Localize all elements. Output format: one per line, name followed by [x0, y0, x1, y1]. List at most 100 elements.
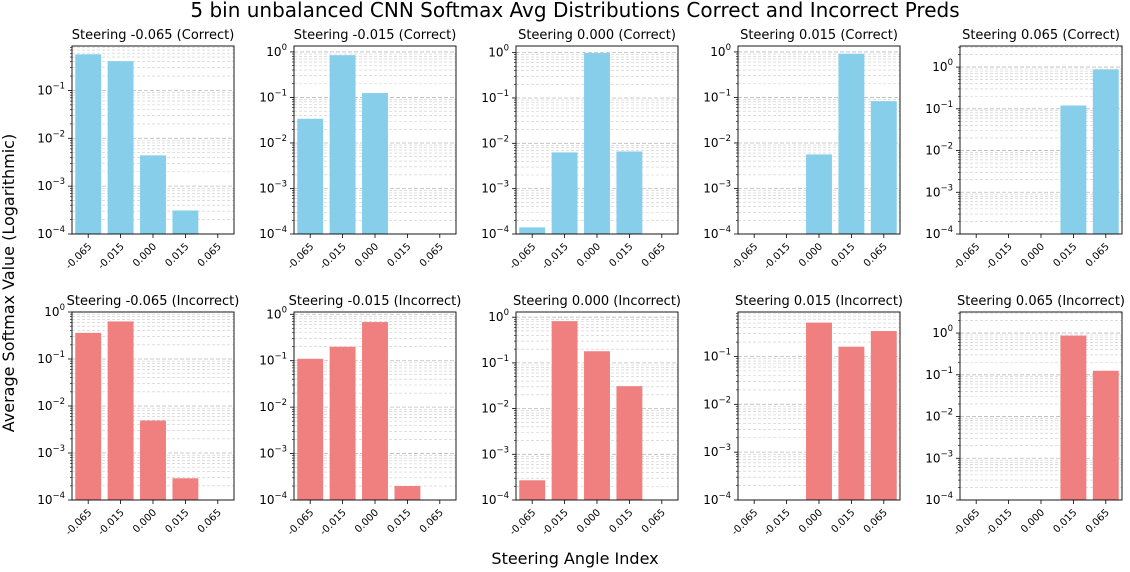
y-tick-label: 10−2	[481, 400, 509, 416]
x-tick-label: 0.000	[797, 507, 825, 535]
y-tick-label: 10−1	[481, 354, 509, 370]
x-tick-label: -0.015	[984, 241, 1015, 272]
axes-frame	[293, 45, 457, 235]
x-axis: -0.065 -0.015 0.000 0.015 0.065	[64, 500, 224, 538]
y-tick-label: 10−2	[37, 397, 65, 413]
axes-frame	[515, 45, 679, 235]
x-tick-label: 0.065	[196, 507, 224, 535]
bar--0.065	[75, 54, 102, 234]
x-tick-label: 0.000	[131, 507, 159, 535]
bar--0.065	[75, 332, 102, 500]
panels: 10−410−310−210−1-0.065 -0.015 0.000 0.015 0.…	[37, 28, 1125, 538]
axes-frame	[515, 311, 679, 501]
x-tick-label: 0.065	[1084, 241, 1112, 269]
subplot-title: Steering 0.015 (Incorrect)	[735, 294, 903, 309]
y-tick-label: 10−1	[925, 100, 953, 116]
y-axis: 10−4 10−3 10−2 10−1 100	[37, 303, 72, 507]
bar--0.015	[107, 321, 134, 500]
y-tick-label: 10−2	[925, 142, 953, 158]
bar--0.065	[519, 480, 546, 500]
x-tick-label: -0.015	[96, 241, 127, 272]
y-tick-label: 10−4	[37, 225, 65, 241]
y-tick-label: 10−1	[925, 366, 953, 382]
y-axis: 10−4 10−3 10−2 10−1 100	[259, 43, 294, 241]
y-tick-label: 10−3	[703, 179, 731, 195]
y-tick-label: 10−4	[925, 491, 953, 507]
bar-0.015	[616, 151, 643, 234]
x-tick-label: 0.000	[575, 507, 603, 535]
x-tick-label: 0.000	[1019, 507, 1047, 535]
subplot-10: 10−4 10−3 10−2 10−1 100 -0.065 -0.015 0.000 0.01…	[925, 294, 1125, 538]
x-tick-label: 0.065	[640, 241, 668, 269]
x-tick-label: 0.000	[353, 507, 381, 535]
subplot-title: Steering 0.065 (Correct)	[962, 28, 1120, 43]
bar-0.000	[140, 155, 166, 234]
y-tick-label: 10−2	[703, 395, 731, 411]
x-tick-label: 0.065	[196, 241, 224, 269]
y-tick-label: 10−2	[925, 408, 953, 424]
subplot-title: Steering -0.065 (Incorrect)	[67, 294, 240, 309]
bar-0.000	[806, 154, 832, 234]
x-tick-label: -0.015	[318, 241, 349, 272]
bar--0.065	[519, 227, 546, 234]
y-tick-label: 10−1	[37, 81, 65, 97]
bar-0.015	[394, 486, 421, 500]
x-tick-label: -0.065	[64, 241, 95, 272]
bar-0.065	[1092, 69, 1119, 234]
axes-frame	[737, 311, 901, 501]
y-tick-label: 10−3	[481, 180, 509, 196]
bar-0.065	[870, 331, 897, 500]
bars	[1060, 69, 1119, 234]
x-tick-label: 0.065	[418, 241, 446, 269]
subplot-6: 10−4 10−3 10−2 10−1 100 -0.065 -0.015 0.000 0.01…	[37, 294, 239, 538]
y-tick-label: 10−2	[259, 398, 287, 414]
axes-frame	[71, 45, 235, 235]
y-axis: 10−4 10−3 10−2 10−1 100	[703, 43, 738, 241]
x-tick-label: 0.000	[353, 241, 381, 269]
x-tick-label: 0.065	[418, 507, 446, 535]
y-tick-label: 10−1	[481, 89, 509, 105]
x-axis: -0.065 -0.015 0.000 0.015 0.065	[952, 500, 1112, 538]
y-tick-label: 10−3	[259, 179, 287, 195]
y-tick-label: 10−4	[481, 225, 509, 241]
bar-0.015	[172, 210, 199, 234]
bar-0.000	[806, 322, 832, 500]
subplot-4: 10−4 10−3 10−2 10−1 100 -0.065 -0.015 0.000 0.01…	[703, 28, 901, 272]
bar--0.015	[551, 321, 578, 500]
y-tick-label: 10−1	[37, 350, 65, 366]
bar-0.015	[1060, 105, 1087, 234]
y-tick-label: 10−2	[37, 129, 65, 145]
x-axis: -0.065 -0.015 0.000 0.015 0.065	[64, 234, 224, 272]
x-tick-label: -0.015	[984, 507, 1015, 538]
y-tick-label: 10−1	[259, 352, 287, 368]
x-tick-label: 0.065	[1084, 507, 1112, 535]
y-tick-label: 10−3	[925, 183, 953, 199]
x-axis: -0.065 -0.015 0.000 0.015 0.065	[286, 234, 446, 272]
bars	[297, 322, 421, 500]
bar-0.015	[172, 478, 199, 500]
y-tick-label: 10−3	[925, 449, 953, 465]
bars	[75, 54, 199, 235]
x-tick-label: 0.065	[640, 507, 668, 535]
bar--0.015	[551, 152, 578, 234]
y-tick-label: 10−2	[259, 134, 287, 150]
x-tick-label: 0.015	[163, 241, 191, 269]
y-tick-label: 100	[932, 324, 953, 340]
bar-0.015	[838, 346, 865, 500]
y-tick-label: 10−3	[481, 445, 509, 461]
bar-0.000	[362, 93, 388, 235]
y-tick-label: 100	[44, 303, 65, 319]
axes-frame	[71, 311, 235, 501]
bar-0.000	[140, 420, 166, 500]
y-tick-label: 100	[266, 305, 287, 321]
x-tick-label: -0.015	[762, 507, 793, 538]
subplot-3: 10−4 10−3 10−2 10−1 100 -0.065 -0.015 0.000 0.01…	[481, 28, 679, 272]
y-tick-label: 10−3	[703, 443, 731, 459]
x-tick-label: 0.065	[862, 241, 890, 269]
y-tick-label: 10−4	[259, 225, 287, 241]
x-tick-label: -0.015	[540, 507, 571, 538]
subplot-title: Steering 0.000 (Incorrect)	[513, 294, 681, 309]
x-axis: -0.065 -0.015 0.000 0.015 0.065	[730, 234, 890, 272]
